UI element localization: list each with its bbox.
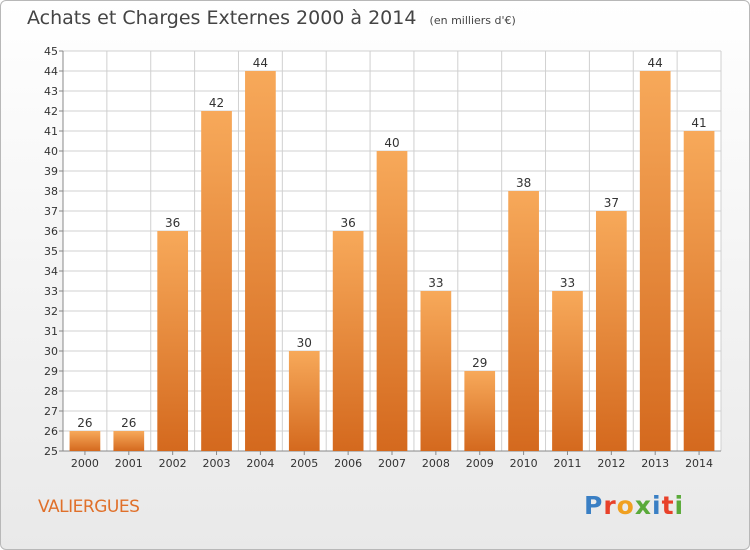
bar-value-label: 40 (384, 136, 399, 150)
x-tick-label: 2014 (685, 457, 713, 470)
bar (288, 351, 320, 451)
y-tick-label: 36 (44, 225, 58, 238)
bar (420, 291, 452, 451)
x-tick-label: 2006 (334, 457, 362, 470)
bar-value-label: 36 (340, 216, 355, 230)
y-tick-label: 41 (44, 125, 58, 138)
y-tick-label: 27 (44, 405, 58, 418)
proxiti-logo: Proxiti (584, 491, 684, 520)
bar-value-label: 42 (209, 96, 224, 110)
y-tick-label: 44 (44, 65, 58, 78)
y-tick-label: 43 (44, 85, 58, 98)
bar-value-label: 44 (253, 56, 268, 70)
bar (113, 431, 145, 451)
bar-value-label: 29 (472, 356, 487, 370)
bar-value-label: 38 (516, 176, 531, 190)
bar-value-label: 44 (648, 56, 663, 70)
x-tick-label: 2007 (378, 457, 406, 470)
x-tick-label: 2010 (510, 457, 538, 470)
y-tick-label: 40 (44, 145, 58, 158)
x-tick-label: 2001 (115, 457, 143, 470)
chart-title: Achats et Charges Externes 2000 à 2014 (27, 7, 417, 29)
bar-value-label: 30 (297, 336, 312, 350)
bar-value-label: 36 (165, 216, 180, 230)
bar (464, 371, 496, 451)
y-tick-label: 30 (44, 345, 58, 358)
y-tick-label: 25 (44, 445, 58, 458)
y-tick-label: 35 (44, 245, 58, 258)
bar (595, 211, 627, 451)
bar (552, 291, 583, 451)
x-tick-label: 2009 (466, 457, 494, 470)
y-tick-label: 32 (44, 305, 58, 318)
x-tick-label: 2012 (597, 457, 625, 470)
bar (508, 191, 539, 451)
x-tick-label: 2003 (203, 457, 231, 470)
bar-value-label: 33 (560, 276, 575, 290)
commune-name: VALIERGUES (38, 497, 140, 517)
logo-letter: P (584, 491, 604, 520)
x-tick-label: 2011 (553, 457, 581, 470)
bar (69, 431, 101, 451)
y-tick-label: 37 (44, 205, 58, 218)
x-tick-label: 2005 (290, 457, 318, 470)
x-tick-label: 2013 (641, 457, 669, 470)
bar (332, 231, 364, 451)
y-tick-label: 39 (44, 165, 58, 178)
chart-subtitle: (en milliers d'€) (429, 14, 516, 27)
bar-value-label: 33 (428, 276, 443, 290)
logo-letter: x (634, 491, 652, 520)
y-tick-label: 34 (44, 265, 58, 278)
bar (157, 231, 189, 451)
bar-value-label: 41 (691, 116, 706, 130)
y-tick-label: 29 (44, 365, 58, 378)
logo-letter: o (616, 491, 635, 520)
y-tick-label: 45 (44, 45, 58, 58)
y-tick-label: 42 (44, 105, 58, 118)
logo-letter: t (661, 491, 675, 520)
bar-value-label: 37 (604, 196, 619, 210)
bar-value-label: 26 (121, 416, 136, 430)
bar (683, 131, 715, 451)
bar (245, 71, 276, 451)
x-tick-label: 2008 (422, 457, 450, 470)
logo-letter: r (603, 491, 617, 520)
bar-value-label: 26 (77, 416, 92, 430)
y-tick-label: 31 (44, 325, 58, 338)
x-tick-label: 2002 (159, 457, 187, 470)
bar (376, 151, 408, 451)
y-tick-label: 38 (44, 185, 58, 198)
chart-title-row: Achats et Charges Externes 2000 à 2014 (… (27, 7, 516, 29)
logo-letter: i (652, 491, 662, 520)
bar (639, 71, 671, 451)
y-tick-label: 33 (44, 285, 58, 298)
logo-letter: i (674, 491, 685, 520)
x-tick-label: 2000 (71, 457, 99, 470)
bar (201, 111, 232, 451)
x-tick-label: 2004 (246, 457, 274, 470)
y-tick-label: 26 (44, 425, 58, 438)
y-tick-label: 28 (44, 385, 58, 398)
